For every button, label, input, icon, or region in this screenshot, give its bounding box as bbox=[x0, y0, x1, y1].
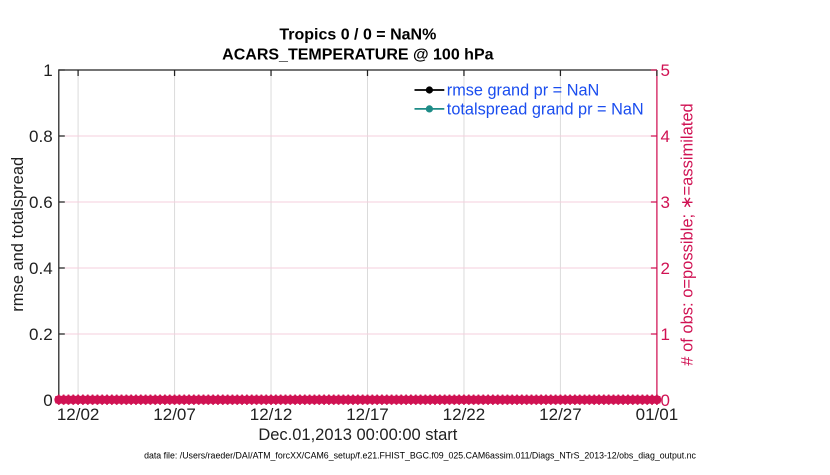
svg-text:0: 0 bbox=[661, 391, 670, 410]
svg-text:12/22: 12/22 bbox=[443, 405, 486, 424]
svg-text:Dec.01,2013 00:00:00 start: Dec.01,2013 00:00:00 start bbox=[258, 426, 457, 444]
svg-text:1: 1 bbox=[43, 61, 52, 80]
svg-text:# of obs: o=possible; ∗=assimi: # of obs: o=possible; ∗=assimilated bbox=[678, 103, 696, 365]
svg-text:rmse grand pr = NaN: rmse grand pr = NaN bbox=[447, 81, 599, 99]
svg-text:12/27: 12/27 bbox=[539, 405, 582, 424]
svg-text:01/01: 01/01 bbox=[636, 405, 679, 424]
svg-text:0.8: 0.8 bbox=[29, 127, 53, 146]
svg-text:12/17: 12/17 bbox=[346, 405, 389, 424]
svg-text:3: 3 bbox=[661, 193, 670, 212]
svg-text:12/07: 12/07 bbox=[153, 405, 196, 424]
svg-text:0: 0 bbox=[43, 391, 52, 410]
svg-text:12/12: 12/12 bbox=[250, 405, 293, 424]
svg-text:Tropics 0 / 0 = NaN%: Tropics 0 / 0 = NaN% bbox=[279, 27, 436, 44]
svg-text:0.2: 0.2 bbox=[29, 325, 53, 344]
svg-text:0.4: 0.4 bbox=[29, 259, 53, 278]
svg-text:1: 1 bbox=[661, 325, 670, 344]
svg-text:data file: /Users/raeder/DAI/A: data file: /Users/raeder/DAI/ATM_forcXX/… bbox=[144, 451, 696, 461]
svg-text:4: 4 bbox=[661, 127, 670, 146]
svg-text:ACARS_TEMPERATURE @ 100 hPa: ACARS_TEMPERATURE @ 100 hPa bbox=[222, 46, 493, 63]
svg-text:12/02: 12/02 bbox=[57, 405, 100, 424]
svg-text:rmse and totalspread: rmse and totalspread bbox=[9, 157, 27, 312]
svg-text:2: 2 bbox=[661, 259, 670, 278]
svg-text:totalspread grand pr = NaN: totalspread grand pr = NaN bbox=[447, 100, 644, 118]
svg-text:0.6: 0.6 bbox=[29, 193, 53, 212]
svg-text:5: 5 bbox=[661, 61, 670, 80]
